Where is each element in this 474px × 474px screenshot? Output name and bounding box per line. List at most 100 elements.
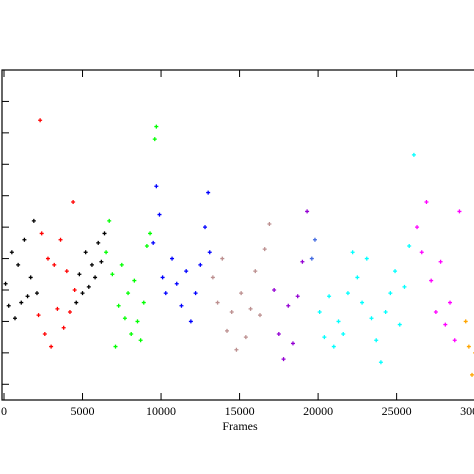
x-axis-label: Frames — [222, 419, 258, 433]
point — [160, 275, 165, 280]
point — [72, 288, 77, 292]
point — [322, 335, 327, 340]
point — [122, 316, 127, 321]
point — [174, 281, 179, 286]
point — [210, 275, 215, 280]
point — [243, 335, 248, 340]
point — [55, 306, 60, 311]
point — [207, 250, 212, 255]
point — [198, 262, 203, 267]
point — [110, 272, 115, 277]
point — [452, 338, 457, 343]
point — [364, 256, 369, 261]
point — [341, 332, 346, 336]
point — [49, 344, 54, 349]
point — [429, 278, 434, 283]
point — [89, 262, 94, 267]
point — [86, 284, 91, 289]
point — [433, 310, 438, 314]
point — [206, 190, 211, 195]
point — [415, 225, 420, 230]
point — [129, 332, 134, 336]
point — [220, 256, 225, 261]
point — [6, 303, 11, 308]
point — [99, 259, 104, 264]
point — [52, 262, 57, 267]
point — [327, 294, 332, 299]
point — [113, 344, 118, 349]
point — [317, 310, 322, 314]
point — [411, 152, 416, 157]
point — [239, 291, 244, 296]
point — [58, 237, 63, 242]
point — [281, 357, 286, 362]
point — [267, 222, 272, 226]
x-tick-label: 25000 — [382, 404, 412, 418]
point — [424, 200, 429, 204]
x-tick-label: 20000 — [303, 404, 333, 418]
point — [154, 184, 159, 189]
point — [309, 256, 314, 261]
point — [102, 231, 107, 236]
point — [355, 275, 360, 280]
point — [272, 288, 277, 292]
point — [448, 300, 453, 305]
point — [276, 332, 281, 336]
point — [104, 250, 109, 255]
point — [312, 237, 317, 242]
point — [378, 360, 383, 365]
point — [3, 281, 8, 286]
point — [388, 291, 393, 296]
plot-frame — [1, 69, 474, 401]
point — [360, 300, 365, 305]
point — [45, 256, 50, 261]
point — [350, 250, 355, 255]
point — [126, 291, 131, 296]
point — [93, 275, 98, 280]
point — [383, 310, 388, 314]
point — [369, 316, 374, 321]
point — [229, 310, 234, 314]
point — [253, 269, 258, 274]
point — [419, 250, 424, 255]
point — [141, 300, 146, 305]
point — [374, 338, 379, 343]
x-tick-label: 0 — [1, 404, 7, 418]
point — [407, 244, 412, 248]
point — [12, 316, 17, 321]
point — [152, 137, 157, 142]
point — [188, 319, 193, 324]
point — [345, 291, 350, 296]
point — [234, 347, 239, 352]
point — [170, 256, 175, 261]
point — [470, 372, 474, 377]
point — [438, 259, 443, 264]
point — [116, 303, 121, 308]
point — [119, 262, 124, 267]
x-tick-label: 5000 — [71, 404, 95, 418]
point — [151, 240, 156, 245]
point — [83, 250, 88, 255]
point — [290, 341, 295, 346]
x-tick-label: 10000 — [146, 404, 176, 418]
point — [163, 291, 168, 296]
point — [331, 344, 336, 349]
point — [34, 291, 39, 296]
x-tick-label: 30000 — [460, 404, 474, 418]
point — [107, 218, 112, 223]
point — [77, 272, 82, 277]
point — [16, 262, 21, 267]
point — [295, 294, 300, 299]
point — [31, 218, 36, 223]
point — [457, 209, 462, 214]
point — [74, 300, 79, 305]
point — [28, 275, 33, 280]
point — [38, 118, 43, 123]
point — [336, 319, 341, 324]
x-tick-label: 15000 — [225, 404, 255, 418]
point — [443, 322, 448, 327]
point — [96, 240, 101, 245]
point — [305, 209, 310, 214]
point — [148, 231, 153, 236]
